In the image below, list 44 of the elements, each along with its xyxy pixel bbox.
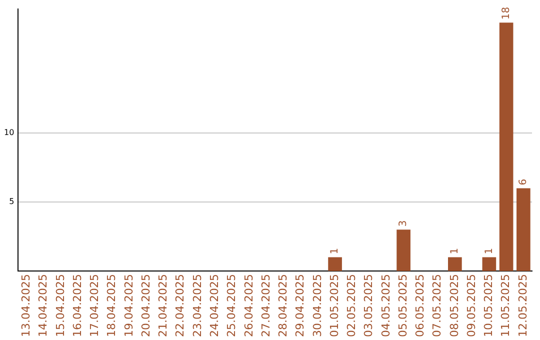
x-tick-label: 21.04.2025 xyxy=(156,274,170,338)
data-label: 1 xyxy=(450,248,461,254)
x-tick-label: 01.05.2025 xyxy=(328,274,341,338)
bar xyxy=(516,188,530,272)
bar xyxy=(448,257,462,272)
bar xyxy=(482,257,496,272)
x-tick-label: 22.04.2025 xyxy=(174,274,187,338)
x-tick-label: 10.05.2025 xyxy=(482,274,496,338)
bar xyxy=(499,22,514,272)
x-tick-label: 25.04.2025 xyxy=(225,274,238,338)
y-tick-label: 10 xyxy=(4,128,14,138)
bar xyxy=(328,257,342,272)
x-tick-label: 12.05.2025 xyxy=(516,274,530,338)
x-tick-label: 26.04.2025 xyxy=(242,274,256,338)
x-tick-label: 29.04.2025 xyxy=(294,274,307,338)
x-tick-label: 11.05.2025 xyxy=(499,274,512,338)
data-label: 3 xyxy=(398,220,410,227)
x-tick-label: 05.05.2025 xyxy=(396,274,410,338)
x-tick-label: 02.05.2025 xyxy=(345,274,358,338)
x-tick-label: 07.05.2025 xyxy=(430,274,444,338)
data-label: 1 xyxy=(330,248,341,254)
x-tick-label: 27.04.2025 xyxy=(259,274,272,338)
x-tick-label: 09.05.2025 xyxy=(464,274,478,338)
data-label: 1 xyxy=(484,248,495,254)
x-tick-label: 19.04.2025 xyxy=(122,274,136,338)
x-tick-label: 28.04.2025 xyxy=(276,274,290,338)
x-tick-label: 18.04.2025 xyxy=(105,274,118,338)
x-tick-label: 04.05.2025 xyxy=(379,274,392,338)
x-tick-label: 13.04.2025 xyxy=(20,274,33,338)
x-tick-label: 17.04.2025 xyxy=(88,274,102,338)
x-tick-label: 16.04.2025 xyxy=(70,274,84,338)
y-tick-label: 5 xyxy=(9,197,14,206)
x-tick-label: 23.04.2025 xyxy=(190,274,204,338)
x-tick-label: 15.04.2025 xyxy=(54,274,67,338)
x-tick-label: 08.05.2025 xyxy=(448,274,461,338)
data-label: 6 xyxy=(518,178,530,186)
x-tick-label: 30.04.2025 xyxy=(310,274,324,338)
data-label: 18 xyxy=(500,6,512,20)
bar xyxy=(396,230,410,272)
x-tick-label: 24.04.2025 xyxy=(208,274,222,338)
x-tick-label: 06.05.2025 xyxy=(414,274,427,338)
x-tick-label: 03.05.2025 xyxy=(362,274,376,338)
x-tick-label: 14.04.2025 xyxy=(36,274,50,338)
x-tick-label: 20.04.2025 xyxy=(139,274,152,338)
